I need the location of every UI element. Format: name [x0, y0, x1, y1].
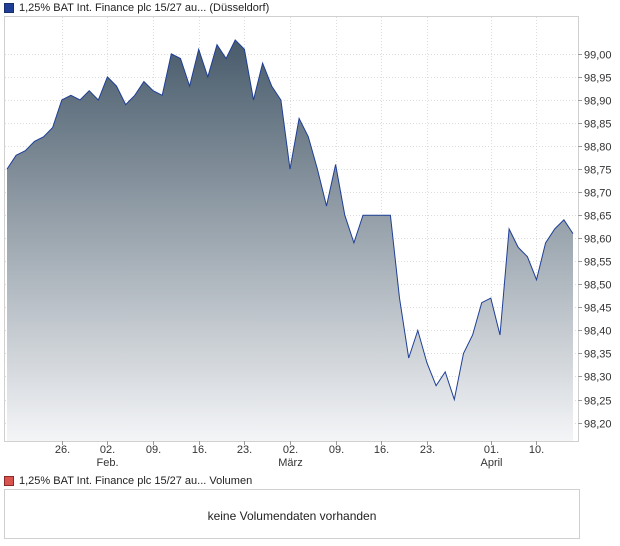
x-tick-label: 02.: [283, 444, 298, 456]
x-tick-label: 01.: [484, 444, 499, 456]
x-tick-label: 23.: [237, 444, 252, 456]
x-tick-label: 26.: [55, 444, 70, 456]
y-tick-label: 98,90: [584, 96, 612, 108]
y-tick-label: 98,25: [584, 396, 612, 408]
x-tick-label: 23.: [420, 444, 435, 456]
x-month-label: März: [278, 457, 302, 469]
y-axis-ticks: 99,00 98,95 98,90 98,85 98,80 98,75 98,70 98,65…: [578, 50, 612, 431]
y-tick-label: 99,00: [584, 50, 612, 62]
y-tick-label: 98,85: [584, 119, 612, 131]
y-tick-label: 98,50: [584, 280, 612, 292]
y-tick-label: 98,20: [584, 419, 612, 431]
x-tick-label: 02.: [100, 444, 115, 456]
x-month-label: Feb.: [96, 457, 118, 469]
price-line: [6, 39, 574, 402]
volume-legend-swatch: [4, 476, 14, 486]
y-tick-label: 98,70: [584, 188, 612, 200]
x-tick-label: 09.: [146, 444, 161, 456]
y-tick-label: 98,65: [584, 211, 612, 223]
y-tick-label: 98,45: [584, 303, 612, 315]
x-tick-label: 09.: [329, 444, 344, 456]
price-area: [7, 40, 573, 441]
price-legend-swatch: [4, 3, 14, 13]
y-tick-label: 98,30: [584, 372, 612, 384]
y-tick-label: 98,95: [584, 73, 612, 85]
x-month-label: April: [480, 457, 502, 469]
price-legend: 1,25% BAT Int. Finance plc 15/27 au... (…: [4, 1, 269, 15]
price-legend-label: 1,25% BAT Int. Finance plc 15/27 au... (…: [19, 2, 270, 14]
volume-legend-label: 1,25% BAT Int. Finance plc 15/27 au... V…: [19, 475, 253, 487]
y-tick-label: 98,40: [584, 326, 612, 338]
price-chart: 99,00 98,95 98,90 98,85 98,80 98,75 98,70 98,65…: [4, 16, 612, 469]
y-tick-label: 98,35: [584, 349, 612, 361]
x-tick-label: 16.: [374, 444, 389, 456]
volume-legend: 1,25% BAT Int. Finance plc 15/27 au... V…: [4, 474, 252, 488]
no-volume-message: keine Volumendaten vorhanden: [207, 509, 377, 523]
y-tick-label: 98,55: [584, 257, 612, 269]
y-tick-label: 98,80: [584, 142, 612, 154]
y-tick-label: 98,60: [584, 234, 612, 246]
x-tick-label: 16.: [192, 444, 207, 456]
x-tick-label: 10.: [529, 444, 544, 456]
volume-panel: keine Volumendaten vorhanden: [4, 489, 580, 539]
y-tick-label: 98,75: [584, 165, 612, 177]
